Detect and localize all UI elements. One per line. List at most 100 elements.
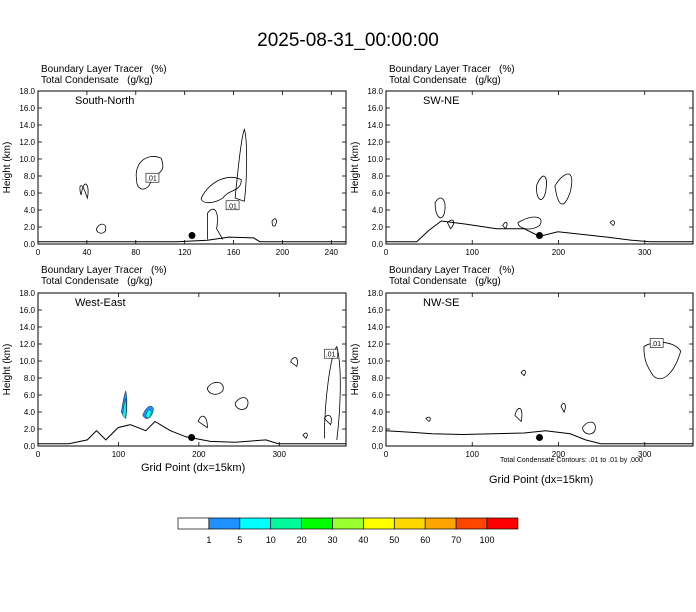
- header-condensate-label: Total Condensate (g/kg): [389, 75, 501, 86]
- y-tick-label: 4.0: [24, 206, 36, 215]
- terrain-line: [38, 420, 346, 445]
- contour-footnote: Total Condensate Contours: .01 to .01 by…: [500, 457, 643, 464]
- y-tick-label: 16.0: [19, 306, 35, 315]
- y-tick-label: 8.0: [24, 172, 36, 181]
- colorbar-cell-2: [239, 517, 272, 530]
- condensate-contour-0: [79, 183, 89, 200]
- y-tick-label: 6.0: [24, 391, 36, 400]
- plot-frame: [385, 90, 694, 245]
- colorbar-label: 5: [237, 535, 242, 545]
- x-tick-label: 0: [384, 248, 389, 257]
- x-tick-label: 240: [325, 248, 339, 257]
- condensate-contour-2: [560, 403, 566, 414]
- y-tick-label: 8.0: [372, 172, 384, 181]
- condensate-contour-5: [425, 416, 431, 423]
- colorbar-label: 30: [327, 535, 337, 545]
- colorbar-cell-6: [363, 517, 395, 530]
- y-tick-label: 6.0: [372, 391, 384, 400]
- y-tick-label: 18.0: [367, 87, 383, 96]
- x-tick-label: 300: [273, 450, 287, 459]
- y-tick-label: 12.0: [19, 138, 35, 147]
- condensate-contour-0: [643, 341, 682, 380]
- y-tick-label: 2.0: [24, 425, 36, 434]
- condensate-contour-1: [234, 397, 249, 410]
- location-point: [536, 232, 543, 239]
- condensate-contour-1: [514, 407, 523, 423]
- x-tick-label: 0: [36, 248, 41, 257]
- contour-label: .01: [147, 176, 157, 183]
- y-tick-label: 10.0: [367, 357, 383, 366]
- condensate-contour-2: [554, 173, 573, 205]
- panel-header-west-east: Boundary Layer Tracer (%) Total Condensat…: [41, 265, 167, 287]
- y-tick-label: 2.0: [24, 223, 36, 232]
- y-tick-label: 6.0: [372, 189, 384, 198]
- colorbar-cell-4: [301, 517, 333, 530]
- x-axis-label-left: Grid Point (dx=15km): [141, 462, 246, 474]
- colorbar-cell-7: [393, 517, 426, 530]
- header-condensate-label: Total Condensate (g/kg): [389, 276, 501, 287]
- y-tick-label: 0.0: [24, 240, 36, 249]
- y-tick-label: 0.0: [24, 442, 36, 451]
- panel-south-north: .01 .01 0.0 2.0 4.0 6.0 8.0 10.0 12.0 14.0 16.0 18.…: [2, 87, 347, 257]
- location-point: [188, 434, 196, 441]
- x-tick-label: 160: [227, 248, 241, 257]
- header-condensate-label: Total Condensate (g/kg): [41, 75, 153, 86]
- plot-frame: [37, 90, 347, 245]
- colorbar-cell-9: [455, 517, 488, 530]
- header-tracer-label: Boundary Layer Tracer (%): [389, 64, 515, 75]
- plot-frame: [385, 292, 694, 447]
- x-tick-label: 100: [112, 450, 126, 459]
- x-tick-label: 200: [552, 450, 566, 459]
- y-tick-label: 14.0: [19, 323, 35, 332]
- header-tracer-label: Boundary Layer Tracer (%): [41, 265, 167, 276]
- y-tick-label: 16.0: [367, 104, 383, 113]
- condensate-contour-6: [271, 218, 277, 227]
- y-tick-label: 6.0: [24, 189, 36, 198]
- panel-header-south-north: Boundary Layer Tracer (%) Total Condensat…: [41, 64, 167, 86]
- contour-label: .01: [227, 203, 237, 210]
- y-tick-label: 0.0: [372, 240, 384, 249]
- y-tick-label: 4.0: [372, 206, 384, 215]
- y-tick-label: 16.0: [367, 306, 383, 315]
- condensate-contour-4: [207, 208, 224, 240]
- header-tracer-label: Boundary Layer Tracer (%): [41, 64, 167, 75]
- condensate-contour-3: [234, 128, 248, 202]
- condensate-contour-6: [302, 432, 308, 440]
- header-condensate-label: Total Condensate (g/kg): [41, 276, 153, 287]
- y-tick-label: 4.0: [372, 408, 384, 417]
- colorbar-label: 10: [266, 535, 276, 545]
- y-tick-label: 10.0: [19, 357, 35, 366]
- y-tick-label: 2.0: [372, 223, 384, 232]
- x-tick-label: 200: [552, 248, 566, 257]
- tracer-fill-3: [145, 409, 152, 419]
- condensate-contour-1: [535, 175, 547, 200]
- header-tracer-label: Boundary Layer Tracer (%): [389, 265, 515, 276]
- y-tick-label: 14.0: [19, 121, 35, 130]
- panel-title: NW-SE: [423, 297, 459, 309]
- colorbar-label: 70: [451, 535, 461, 545]
- contour-label-box: [145, 172, 160, 183]
- colorbar-label: 60: [420, 535, 430, 545]
- condensate-contour-5: [96, 223, 107, 234]
- contour-label-box: [649, 338, 664, 348]
- y-tick-label: 8.0: [24, 374, 36, 383]
- colorbar-label: 40: [358, 535, 368, 545]
- colorbar-label: 1: [206, 535, 211, 545]
- panel-title: West-East: [75, 297, 126, 309]
- location-point: [188, 232, 196, 239]
- y-tick-label: 14.0: [367, 323, 383, 332]
- x-tick-label: 200: [276, 248, 290, 257]
- y-tick-label: 18.0: [19, 289, 35, 298]
- tracer-fill-1: [122, 397, 127, 419]
- y-tick-label: 16.0: [19, 104, 35, 113]
- x-axis-label-right: Grid Point (dx=15km): [489, 474, 594, 486]
- x-tick-label: 120: [178, 248, 192, 257]
- condensate-contour-2: [200, 177, 242, 204]
- contour-label: .01: [651, 341, 661, 348]
- figure-title: 2025-08-31_00:00:00: [257, 30, 439, 51]
- panel-header-nw-se: Boundary Layer Tracer (%) Total Condensat…: [389, 265, 515, 287]
- x-tick-label: 0: [36, 450, 41, 459]
- colorbar-cell-3: [270, 517, 302, 530]
- y-tick-label: 10.0: [367, 155, 383, 164]
- panel-sw-ne: 0.0 2.0 4.0 6.0 8.0 10.0 12.0 14.0 16.0 18.0 0 100 2…: [350, 87, 694, 257]
